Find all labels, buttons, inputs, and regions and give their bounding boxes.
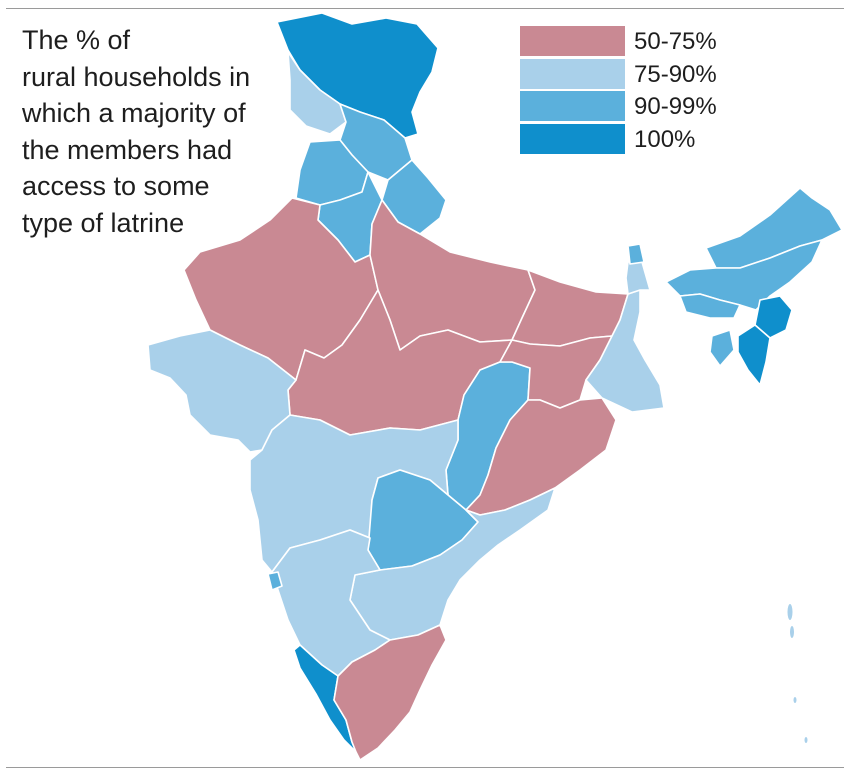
region-tripura (709, 329, 735, 367)
title-line: which a majority of (22, 98, 246, 128)
region-uttar-pradesh (369, 199, 536, 351)
legend-swatch (520, 123, 625, 154)
region-mizoram (737, 324, 771, 386)
legend-swatch (520, 91, 625, 121)
island-shape (793, 697, 797, 703)
legend-swatch (520, 58, 625, 89)
title-line: rural households in (22, 61, 251, 92)
region-goa (267, 571, 283, 591)
island-shape (787, 604, 793, 620)
island-shape (790, 626, 794, 638)
title-line: The % of (22, 25, 131, 55)
legend-swatch (520, 26, 625, 56)
region-west-bengal-north (625, 261, 651, 295)
region-meghalaya (679, 293, 741, 319)
title-line: type of latrine (22, 207, 185, 238)
region-andaman-nicobar-islands (787, 604, 808, 743)
region-sikkim (627, 243, 645, 265)
region-ladakh (287, 51, 347, 135)
map-title: The % of rural households in which a maj… (22, 22, 292, 241)
island-shape (804, 737, 808, 743)
legend-label: 75-90% (634, 60, 717, 88)
legend-label: 90-99% (634, 93, 717, 120)
title-line: access to some (22, 171, 210, 201)
title-line: the members had (22, 134, 233, 165)
legend-label: 50-75% (634, 28, 717, 55)
region-tamil-nadu (333, 624, 447, 761)
legend-label: 100% (634, 125, 696, 153)
region-west-bengal (585, 289, 665, 413)
